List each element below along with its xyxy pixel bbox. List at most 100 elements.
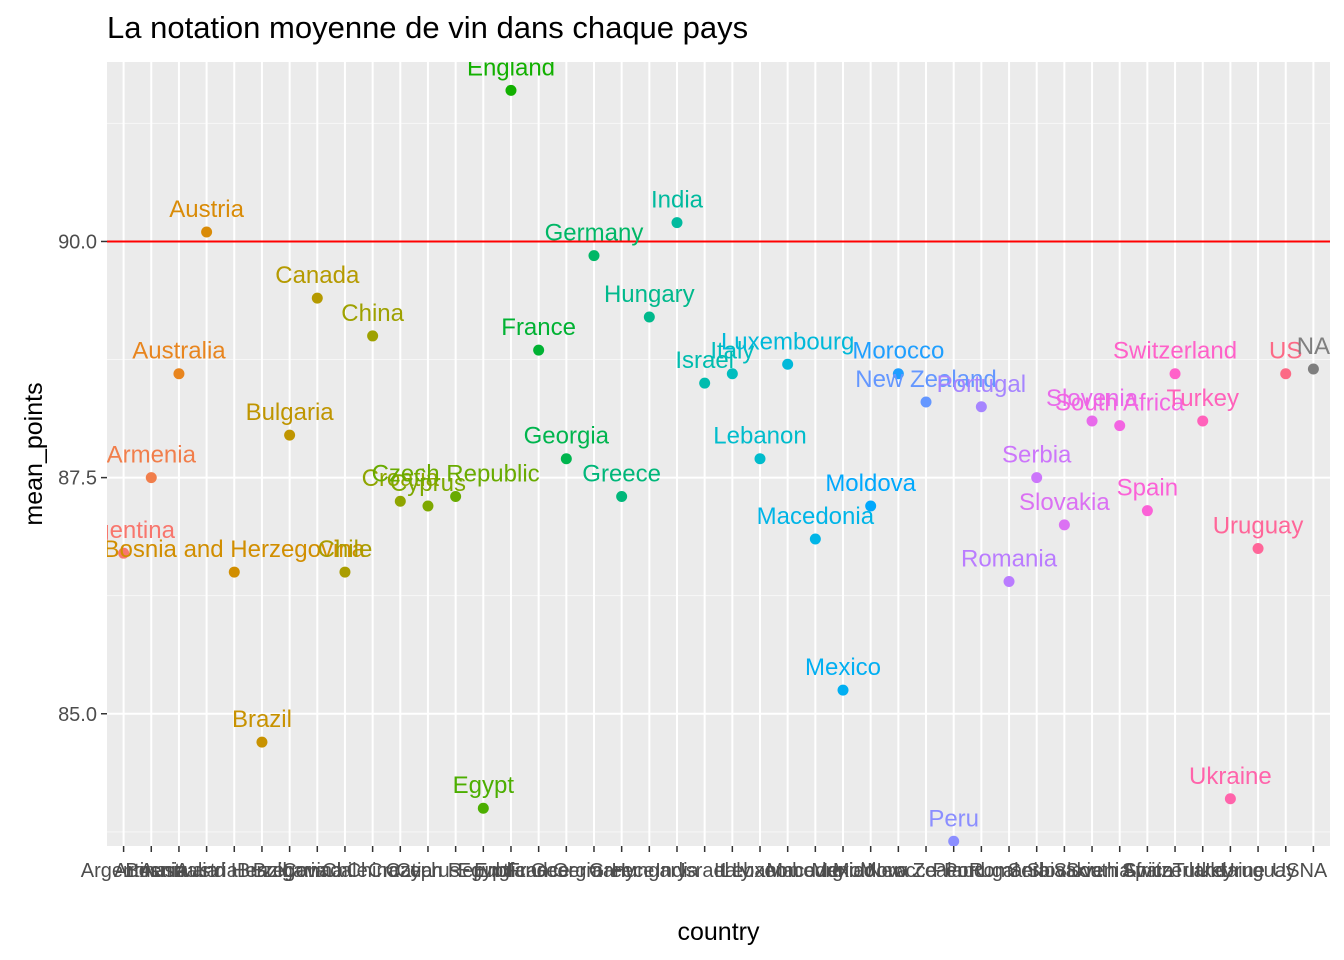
data-point <box>975 401 987 413</box>
point-label: France <box>501 314 576 341</box>
point-label: Croatia <box>362 465 440 492</box>
x-tick-label: Lebanon <box>721 860 799 882</box>
point-label: Georgia <box>524 423 610 450</box>
y-tick-label: 85.0 <box>58 704 97 726</box>
point-label: US <box>1269 338 1302 365</box>
x-tick-label: Egypt <box>458 860 510 882</box>
point-label: Armenia <box>107 442 197 469</box>
x-tick-label: Chile <box>322 860 368 882</box>
x-tick-label: Morocco <box>860 860 937 882</box>
x-tick-label: Austria <box>175 860 238 882</box>
x-tick-label: Brazil <box>237 860 287 882</box>
point-label: Egypt <box>453 772 515 799</box>
point-label: Austria <box>169 196 244 223</box>
point-label: China <box>341 300 404 327</box>
data-point <box>1003 576 1015 588</box>
data-point <box>837 684 849 696</box>
x-tick-label: Italy <box>714 860 751 882</box>
x-tick-label: Australia <box>140 860 219 882</box>
x-tick-label: Hungary <box>612 860 688 882</box>
point-label: England <box>467 54 555 81</box>
point-label: Ukraine <box>1189 763 1272 790</box>
data-point <box>367 330 379 342</box>
x-tick-label: New Zealand <box>867 860 985 882</box>
point-label: Serbia <box>1002 442 1072 469</box>
chart-title: La notation moyenne de vin dans chaque p… <box>107 10 749 45</box>
point-label: NA <box>1297 333 1330 360</box>
x-tick-label: South Africa <box>1066 860 1175 882</box>
data-point <box>311 292 323 304</box>
data-point <box>865 500 877 512</box>
data-point <box>1169 368 1181 380</box>
x-axis-title: country <box>678 918 760 946</box>
x-tick-label: Cyprus <box>396 860 459 882</box>
point-label: Slovakia <box>1019 489 1110 516</box>
data-point <box>339 566 351 578</box>
x-tick-label: Bosnia and Herzegovina <box>125 860 344 882</box>
data-point <box>118 547 130 559</box>
data-point <box>671 217 683 229</box>
data-point <box>560 453 572 465</box>
point-label: India <box>651 187 704 214</box>
data-layer: Argentina Armenia Australia Austria Bosnia a… <box>104 54 1330 846</box>
x-tick-label: Czech Republic <box>386 860 526 882</box>
point-label: Morocco <box>852 338 944 365</box>
y-tick-label: 87.5 <box>58 468 97 490</box>
x-tick-label: Greece <box>589 860 655 882</box>
x-tick-label: Serbia <box>1008 860 1067 882</box>
data-point <box>422 500 434 512</box>
x-tick-label: Argentina <box>81 860 167 882</box>
point-label: Chile <box>318 536 373 563</box>
data-point <box>1252 542 1264 554</box>
point-label: Romania <box>961 546 1058 573</box>
data-point <box>284 429 296 441</box>
data-point <box>782 358 794 370</box>
data-point <box>394 495 406 507</box>
point-label: Mexico <box>805 654 881 681</box>
data-point <box>920 396 932 408</box>
point-label: Portugal <box>937 371 1026 398</box>
x-tick-label: Georgia <box>531 860 603 882</box>
x-tick-label: Portugal <box>944 860 1019 882</box>
point-label: Switzerland <box>1113 338 1237 365</box>
data-point <box>533 344 545 356</box>
point-label: Canada <box>275 262 360 289</box>
x-tick-label: Macedonia <box>766 860 865 882</box>
point-label: Peru <box>928 805 979 832</box>
x-tick-label: France <box>508 860 570 882</box>
point-label: Israel <box>675 347 734 374</box>
data-point <box>228 566 240 578</box>
data-point <box>1141 505 1153 517</box>
x-tick-label: Croatia <box>368 860 433 882</box>
x-tick-label: Germany <box>553 860 635 882</box>
data-point <box>505 84 517 96</box>
data-point <box>809 533 821 545</box>
point-label: Turkey <box>1166 385 1238 412</box>
plot-panel <box>107 62 1330 846</box>
point-label: Bosnia and Herzegovina <box>104 536 366 563</box>
point-label: Macedonia <box>757 503 875 530</box>
point-label: Greece <box>582 461 661 488</box>
x-tick-label: Slovenia <box>1054 860 1132 882</box>
data-point <box>477 802 489 814</box>
data-point <box>726 368 738 380</box>
data-point <box>1031 472 1043 484</box>
data-point <box>145 472 157 484</box>
y-axis-title: mean_points <box>20 382 48 525</box>
x-tick-label: Ukraine <box>1196 860 1265 882</box>
x-tick-label: NA <box>1299 860 1327 882</box>
x-tick-label: Romania <box>969 860 1050 882</box>
data-point <box>892 368 904 380</box>
data-point <box>256 736 268 748</box>
data-point <box>588 250 600 262</box>
point-label: Luxembourg <box>721 328 854 355</box>
point-label: Bulgaria <box>246 399 335 426</box>
x-tick-label: India <box>655 860 699 882</box>
x-tick-label: Canada <box>282 860 353 882</box>
data-point <box>754 453 766 465</box>
data-point <box>1086 415 1098 427</box>
y-tick-label: 90.0 <box>58 231 97 253</box>
data-point <box>1307 363 1319 375</box>
x-tick-label: Slovakia <box>1027 860 1103 882</box>
